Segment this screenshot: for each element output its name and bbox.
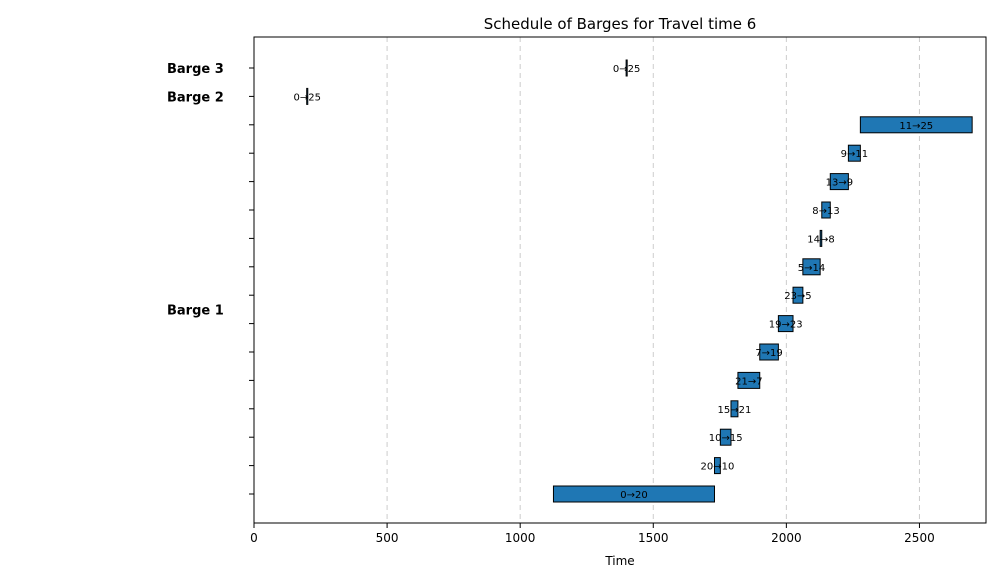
task-bar-label: 11→25 [899, 121, 933, 132]
task-bar [829, 173, 849, 191]
x-tick-label: 1000 [505, 531, 536, 545]
task-bar-label: 19→23 [769, 320, 803, 331]
task-bar-label: 10→15 [709, 433, 743, 444]
x-tick-label: 2000 [771, 531, 802, 545]
task-bar-label: 0→20 [620, 490, 647, 501]
x-tick-label: 2500 [904, 531, 935, 545]
barge-label: Barge 1 [167, 303, 224, 318]
barge-label: Barge 3 [167, 62, 224, 77]
task-bar-label: 7→19 [755, 348, 782, 359]
plot-area-frame [253, 36, 987, 524]
task-bar-label: 0→25 [613, 64, 640, 75]
task-bar [819, 229, 823, 247]
task-bar [737, 371, 761, 389]
barge-label: Barge 2 [167, 90, 224, 105]
task-bar-label: 0→25 [294, 92, 321, 103]
task-bar-label: 8→13 [812, 206, 839, 217]
task-bar [719, 428, 732, 446]
chart-title: Schedule of Barges for Travel time 6 [484, 15, 757, 33]
x-tick-label: 1500 [638, 531, 669, 545]
task-bar [713, 457, 721, 475]
x-gridlines [386, 37, 920, 523]
task-bar-label: 5→14 [798, 263, 825, 274]
task-bar-label: 20→10 [701, 462, 735, 473]
task-bar-label: 15→21 [718, 405, 752, 416]
x-tick-label: 500 [376, 531, 399, 545]
task-bar-label: 14→8 [807, 234, 834, 245]
task-bar-label: 9→11 [841, 149, 868, 160]
task-bar-label: 23→5 [784, 291, 811, 302]
task-bar-label: 21→7 [735, 376, 762, 387]
task-bar [777, 315, 794, 333]
task-bar-label: 13→9 [826, 178, 853, 189]
task-bar [625, 59, 628, 77]
x-tick-label: 0 [250, 531, 258, 545]
task-bar [859, 116, 973, 134]
task-bar [306, 87, 309, 105]
task-bar [802, 258, 821, 276]
task-bar [759, 343, 779, 361]
task-bar [821, 201, 831, 219]
task-bar [847, 144, 861, 162]
task-bar [730, 400, 739, 418]
task-bar [552, 485, 715, 503]
task-bar [792, 286, 804, 304]
x-axis-label: Time [604, 554, 634, 568]
